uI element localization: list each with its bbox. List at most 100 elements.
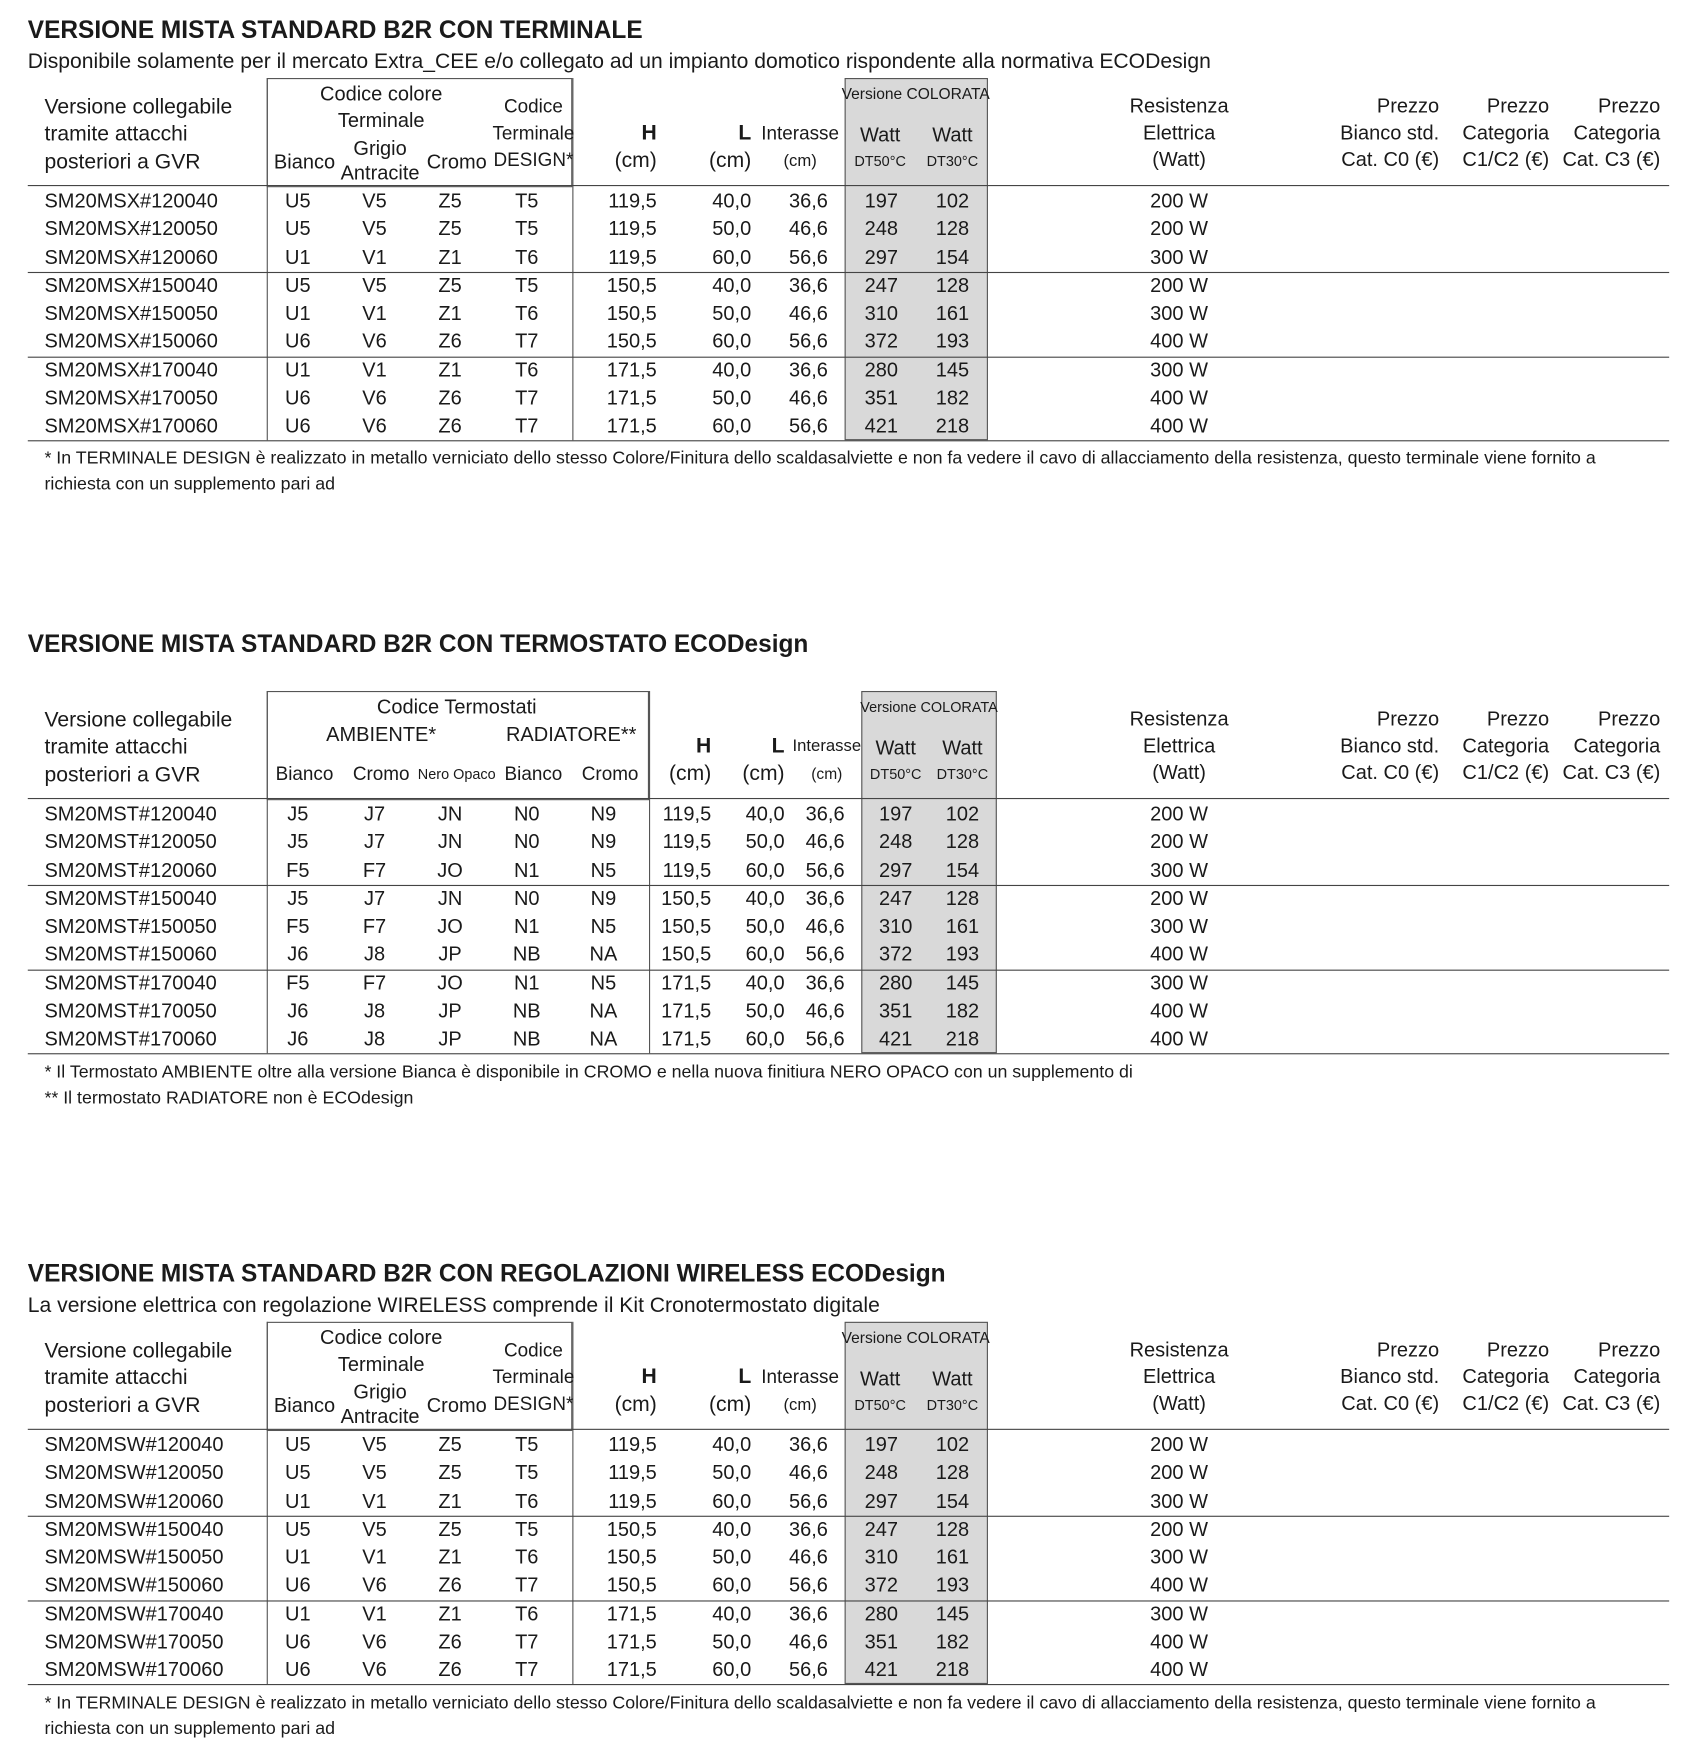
header-label: Categoria	[1573, 121, 1661, 144]
table-cell: N0	[513, 886, 540, 910]
table-cell: 171,5	[606, 1658, 657, 1681]
table-cell: Z1	[438, 1489, 462, 1512]
table-cell: Z1	[438, 358, 462, 381]
table-cell: 150,5	[606, 1574, 657, 1597]
table-cell: J5	[287, 830, 309, 853]
header-label: tramite attacchi	[44, 1365, 188, 1390]
table-cell: 102	[935, 189, 970, 212]
header-label: DT30°C	[926, 1396, 979, 1414]
table-cell: V1	[362, 302, 387, 325]
model-code: SM20MSW#170050	[44, 1630, 224, 1653]
table-cell: 161	[935, 1545, 970, 1569]
header-label: Cat. C0 (€)	[1341, 761, 1440, 784]
table-cell: 119,5	[608, 1489, 657, 1512]
header-label: Resistenza	[1129, 94, 1229, 118]
header-label: Resistenza	[1129, 707, 1229, 731]
table-cell: 248	[879, 830, 913, 853]
table-cell: U1	[285, 302, 311, 325]
table-cell: 50,0	[745, 830, 785, 853]
header-label: Bianco std.	[1340, 1365, 1440, 1388]
table-cell: 56,6	[788, 1489, 828, 1512]
table-cell: NB	[512, 999, 541, 1022]
table-cell: N9	[590, 830, 617, 853]
table-cell: 60,0	[745, 1027, 785, 1050]
header-label: (Watt)	[1152, 1392, 1206, 1415]
table-cell: 150,5	[606, 302, 657, 325]
table-cell: 46,6	[788, 1461, 828, 1484]
table-cell: 171,5	[606, 386, 657, 409]
header-label: Bianco	[273, 1394, 336, 1417]
table-cell: 36,6	[805, 971, 845, 994]
table-cell: 400 W	[1150, 386, 1209, 409]
header-label: Cat. C0 (€)	[1341, 148, 1440, 171]
table-cell: 36,6	[788, 1433, 828, 1456]
table-cell: T7	[515, 414, 539, 437]
table-cell: 50,0	[745, 915, 785, 938]
header-label: Grigio	[353, 137, 407, 160]
table-cell: Z5	[438, 189, 462, 212]
table-cell: 300 W	[1150, 1602, 1209, 1625]
table-cell: V6	[362, 1574, 387, 1597]
table-cell: 193	[935, 1574, 970, 1597]
header-label: Categoria	[1573, 1365, 1661, 1388]
table-cell: 150,5	[606, 1545, 657, 1569]
table-cell: JO	[437, 858, 463, 882]
header-label: L	[738, 1364, 752, 1389]
table-cell: 297	[864, 245, 898, 269]
table-cell: N1	[513, 915, 540, 938]
table-cell: 161	[945, 915, 980, 938]
table-cell: 46,6	[788, 302, 828, 325]
table-cell: 60,0	[712, 1574, 752, 1597]
model-code: SM20MST#120060	[44, 858, 217, 882]
header-label: C1/C2 (€)	[1462, 148, 1550, 171]
table-cell: 310	[864, 1545, 898, 1569]
table-cell: V6	[362, 1658, 387, 1681]
table-cell: 171,5	[661, 1027, 712, 1050]
header-label: Watt	[859, 1367, 901, 1390]
table-cell: 297	[879, 858, 913, 882]
table-cell: 60,0	[712, 1489, 752, 1512]
table-cell: J8	[363, 1027, 386, 1050]
table-cell: T7	[515, 1630, 539, 1653]
header-label: DT50°C	[869, 765, 922, 783]
table-cell: T6	[515, 1545, 539, 1569]
table-cell: J7	[363, 830, 386, 853]
header-label: Categoria	[1462, 734, 1550, 757]
table-cell: 150,5	[606, 273, 657, 297]
table-cell: 40,0	[712, 273, 752, 297]
table-cell: 421	[879, 1027, 913, 1050]
table-cell: Z6	[438, 386, 462, 409]
table-cell: N5	[590, 971, 617, 994]
table-cell: 310	[879, 915, 913, 938]
header-label: Cromo	[352, 763, 410, 785]
group-rule	[27, 1599, 1670, 1601]
table-cell: 171,5	[606, 1630, 657, 1653]
table-cell: 197	[864, 1433, 898, 1456]
table-cell: 182	[935, 386, 970, 409]
table-cell: V5	[362, 273, 387, 297]
table-cell: 300 W	[1150, 358, 1209, 381]
table-cell: Z6	[438, 330, 462, 353]
table-cell: NB	[512, 943, 541, 966]
header-label: Resistenza	[1129, 1338, 1229, 1361]
model-code: SM20MSX#150060	[44, 330, 218, 353]
table-cell: NB	[512, 1027, 541, 1050]
model-code: SM20MST#150050	[44, 915, 217, 938]
header-label: Elettrica	[1142, 734, 1216, 757]
column-divider	[572, 1321, 574, 1685]
table-cell: 60,0	[712, 414, 752, 437]
table-cell: U1	[285, 358, 311, 381]
group-rule	[27, 1515, 1670, 1517]
table-cell: T7	[515, 1658, 539, 1681]
table-cell: 119,5	[608, 217, 657, 241]
table-cell: 60,0	[712, 1658, 752, 1681]
header-label: Prezzo	[1376, 1338, 1440, 1361]
header-label: Watt	[932, 1367, 973, 1390]
table-cell: V5	[362, 1517, 387, 1541]
table-cell: 218	[935, 414, 970, 437]
table-cell: 150,5	[606, 330, 657, 353]
table-cell: 36,6	[788, 358, 828, 381]
table-cell: JO	[437, 915, 463, 938]
model-code: SM20MSW#150040	[44, 1517, 224, 1541]
header-label: Grigio	[353, 1380, 407, 1404]
